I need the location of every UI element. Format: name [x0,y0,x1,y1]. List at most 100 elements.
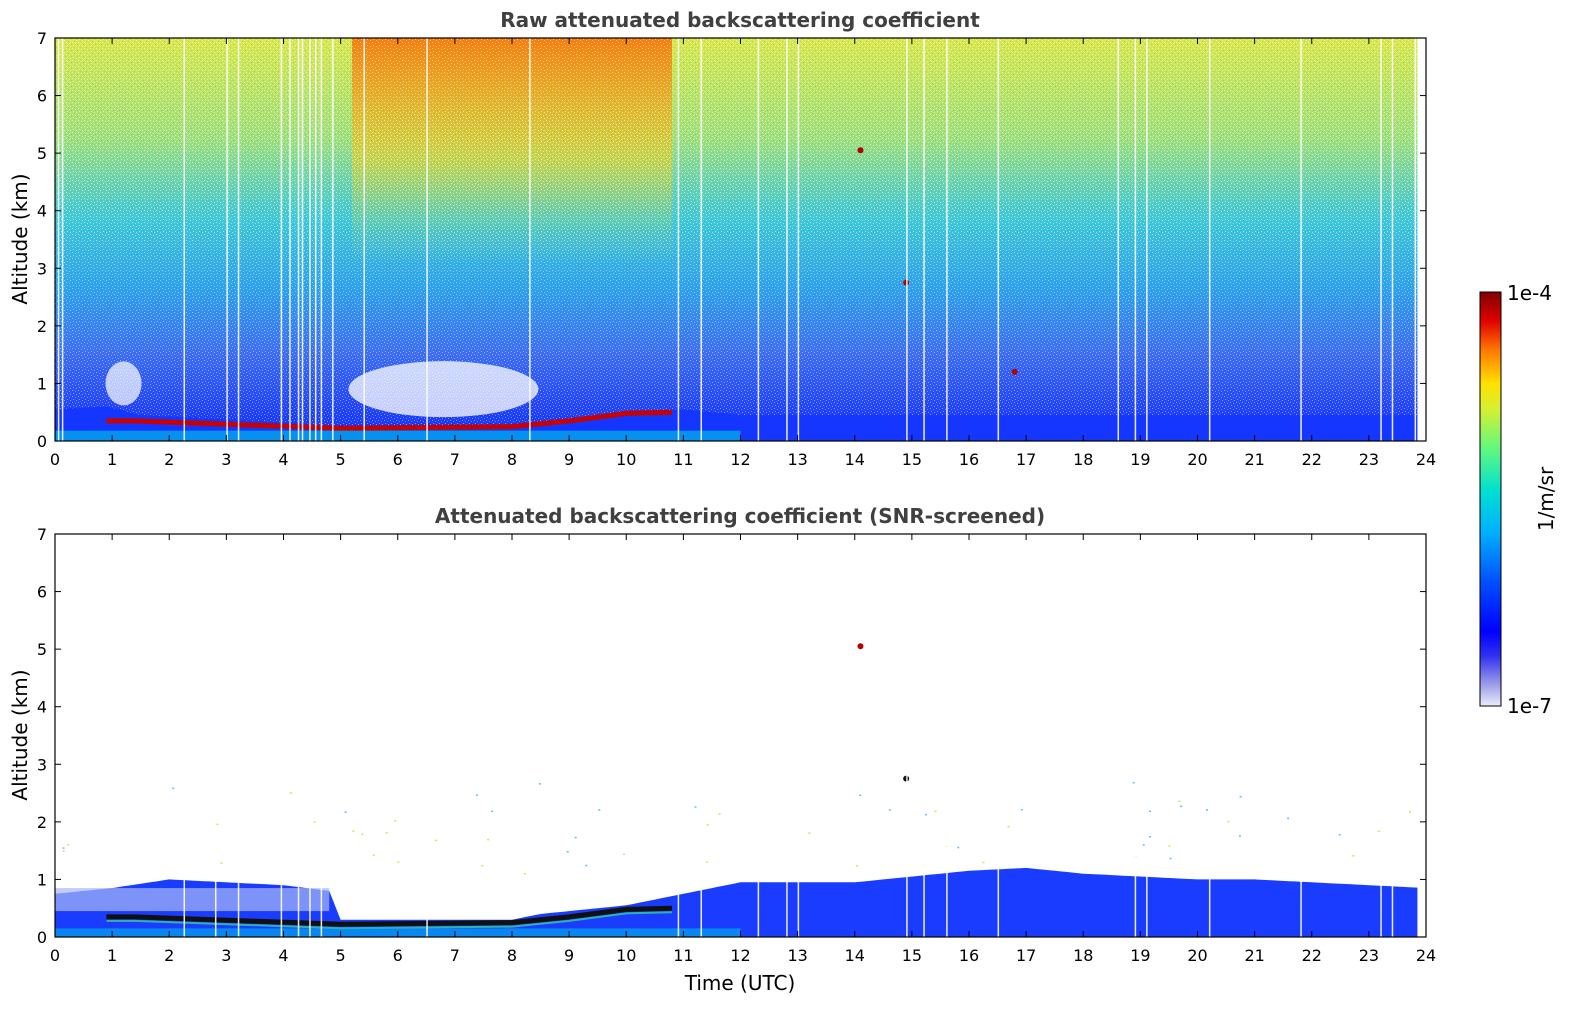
y-tick-label: 6 [37,87,47,106]
data-gap-6 [289,38,291,441]
speckle [67,844,70,846]
data-gap-0 [183,534,186,937]
data-gap-15 [946,534,948,937]
y-tick-label: 0 [37,928,47,947]
data-gap-5 [280,38,283,441]
cloud-layer-line [106,409,673,431]
x-tick-label: 13 [787,450,807,469]
speckle [372,854,375,856]
x-tick-label: 22 [1302,450,1322,469]
speckle [394,820,397,822]
x-tick-label: 2 [164,450,174,469]
speckle [62,850,65,852]
speckle [705,861,708,863]
x-tick-label: 6 [393,450,403,469]
boundary-layer-fill [55,867,1426,937]
x-tick-label: 16 [959,946,979,965]
y-tick-label: 0 [37,432,47,451]
speckle [523,872,526,875]
speckle [220,862,223,864]
data-gap-12 [332,38,334,441]
speckle [1352,855,1355,857]
clear-region-2 [105,361,142,406]
x-tick-label: 14 [845,450,865,469]
y-tick-label: 2 [37,317,47,336]
y-tick-label: 3 [37,755,47,774]
data-gap-17 [1134,534,1137,937]
x-tick-label: 22 [1302,946,1322,965]
speckle [598,809,601,811]
data-gap-23 [946,38,948,441]
data-gap-10 [314,38,317,441]
data-gap-4 [237,38,240,441]
panel2-title: Attenuated backscattering coefficient (S… [435,504,1045,528]
y-tick-label: 1 [37,374,47,393]
speckle [344,811,347,813]
x-tick-label: 7 [450,946,460,965]
y-tick-label: 3 [37,259,47,278]
data-gap-21 [1380,534,1382,937]
x-tick-label: 16 [959,450,979,469]
speckle [566,851,569,853]
y-tick-label: 6 [37,583,47,602]
speckle [718,813,721,815]
speckle [957,846,960,849]
speckle [982,861,985,864]
data-gap-32 [1414,38,1417,441]
speckle [706,824,709,826]
x-tick-label: 3 [221,946,231,965]
elevated-feature-0 [857,147,864,154]
data-gap-3 [280,534,283,937]
elevated-feature-2 [1011,368,1018,375]
x-tick-label: 10 [616,450,636,469]
y-tick-label: 4 [37,202,47,221]
speckle [1178,800,1181,802]
x-tick-label: 19 [1130,946,1150,965]
elevated-feature-0 [857,643,864,650]
data-gap-7 [297,38,300,441]
speckle [361,833,364,835]
x-tick-label: 0 [50,450,60,469]
data-gap-9 [700,534,703,937]
speckle [888,809,891,811]
data-gap-15 [529,38,531,441]
speckle [623,853,625,856]
x-tick-label: 21 [1244,946,1264,965]
x-tick-label: 12 [730,946,750,965]
data-gap-0 [57,38,60,441]
data-gap-4 [297,534,300,937]
x-tick-label: 24 [1416,946,1436,965]
speckle [491,810,494,813]
data-gap-20 [1300,534,1302,937]
no-data-edge [1417,534,1426,937]
speckle [397,861,400,863]
snr-screened-panel: Attenuated backscattering coefficient (S… [8,504,1436,995]
data-gap-28 [1208,38,1211,441]
speckle [62,847,65,849]
speckle [1287,817,1290,819]
x-tick-label: 13 [787,946,807,965]
data-gap-8 [301,38,304,441]
speckle [1239,795,1242,798]
speckle [476,794,479,796]
data-gap-16 [677,38,680,441]
dense-layer-line [106,905,673,927]
y-tick-label: 1 [37,870,47,889]
data-gap-19 [1208,534,1211,937]
x-tick-label: 20 [1187,946,1207,965]
data-gap-11 [320,38,323,441]
data-gap-3 [226,38,228,441]
screened-background [55,534,1426,937]
x-tick-label: 17 [1016,946,1036,965]
data-gap-18 [757,38,760,441]
data-gap-22 [923,38,925,441]
data-gap-27 [1146,38,1148,441]
data-gap-6 [320,534,323,937]
data-gap-17 [700,38,703,441]
x-tick-label: 9 [564,946,574,965]
speckle [313,821,316,823]
panel1-axes: 0 1 2 3 4 5 6 7 8 9 10 11 12 13 14 15 16 17 18 19 20 21 22 23 24… [37,29,1436,469]
data-gap-7 [426,534,428,937]
data-gap-26 [1134,38,1137,441]
x-tick-label: 5 [336,450,346,469]
